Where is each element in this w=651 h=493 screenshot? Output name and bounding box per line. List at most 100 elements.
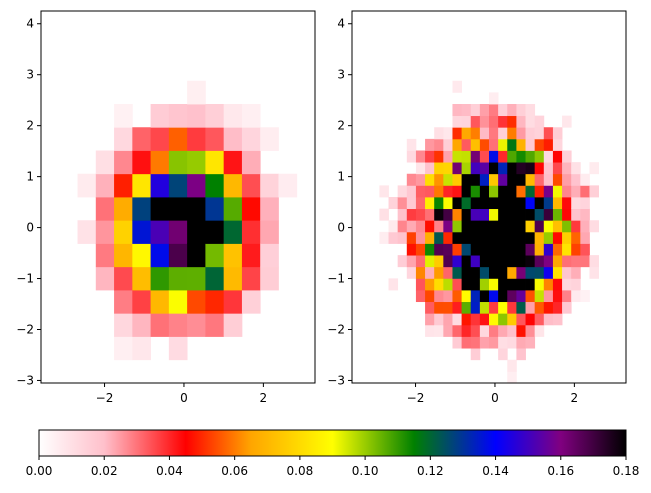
heatmap-cell	[241, 266, 261, 291]
heatmap-cell	[525, 150, 536, 163]
x-tick-label: −2	[407, 391, 425, 405]
heatmap-cell	[241, 243, 261, 268]
heatmap-cell	[552, 231, 563, 244]
heatmap-cell	[205, 220, 225, 244]
heatmap-cell	[589, 162, 599, 175]
heatmap-cell	[132, 290, 151, 314]
heatmap-cell	[507, 162, 517, 175]
heatmap-cell	[470, 208, 481, 221]
heatmap-cell	[187, 80, 206, 105]
y-tick-label: −2	[16, 322, 34, 336]
heatmap-cell	[543, 185, 554, 198]
heatmap-cell	[507, 231, 517, 244]
heatmap-cell	[543, 301, 554, 314]
heatmap-cell	[516, 208, 526, 221]
heatmap-cell	[516, 220, 526, 233]
heatmap-cell	[498, 150, 508, 163]
heatmap-cell	[425, 255, 435, 268]
heatmap-cell	[525, 197, 536, 210]
heatmap-cell	[489, 290, 499, 303]
heatmap-cell	[425, 173, 435, 186]
heatmap-cell	[525, 231, 536, 244]
heatmap-cell	[543, 162, 554, 175]
heatmap-cell	[507, 138, 517, 151]
heatmap-cell	[150, 243, 170, 268]
heatmap-cell	[470, 301, 481, 314]
heatmap-cell	[489, 197, 499, 210]
heatmap-cell	[415, 220, 426, 233]
heatmap-cell	[552, 173, 563, 186]
heatmap-cell	[516, 266, 526, 279]
heatmap-cell	[507, 150, 517, 163]
x-tick-label: −2	[96, 391, 114, 405]
heatmap-cell	[470, 115, 481, 128]
heatmap-cell	[571, 162, 581, 175]
heatmap-cell	[562, 220, 572, 233]
heatmap-cell	[543, 243, 554, 256]
axes-frame	[40, 10, 316, 384]
heatmap-cell	[452, 127, 462, 140]
heatmap-cell	[425, 138, 435, 151]
heatmap-cell	[552, 290, 563, 303]
heatmap-cell	[479, 220, 490, 233]
heatmap-cell	[434, 138, 444, 151]
heatmap-cell	[479, 266, 490, 279]
heatmap-cell	[479, 255, 490, 268]
heatmap-cell	[580, 185, 590, 198]
heatmap-cell	[534, 324, 545, 337]
heatmap-cell	[562, 173, 572, 186]
y-tick-label: −2	[327, 322, 345, 336]
heatmap-cell	[461, 173, 472, 186]
y-tick-label: 1	[337, 170, 345, 184]
heatmap-cell	[434, 197, 444, 210]
heatmap-cell	[425, 313, 435, 326]
heatmap-cell	[489, 150, 499, 163]
heatmap-cell	[562, 266, 572, 279]
heatmap-cell	[443, 231, 453, 244]
heatmap-cell	[415, 266, 426, 279]
heatmap-cell	[525, 127, 536, 140]
heatmap-cell	[205, 266, 225, 291]
heatmap-cell	[415, 231, 426, 244]
heatmap-cell	[498, 173, 508, 186]
heatmap-cell	[571, 185, 581, 198]
heatmap-cell	[507, 220, 517, 233]
heatmap-cell	[443, 127, 453, 140]
heatmap-cell	[516, 324, 526, 337]
heatmap-cell	[479, 324, 490, 337]
heatmap-cell	[415, 197, 426, 210]
heatmap-cell	[498, 313, 508, 326]
heatmap-cell	[470, 290, 481, 303]
heatmap-cell	[415, 162, 426, 175]
heatmap-cell	[132, 336, 151, 361]
heatmap-cell	[498, 243, 508, 256]
heatmap-cell	[379, 185, 389, 198]
y-tick-label: 4	[337, 17, 345, 31]
heatmap-cell	[452, 336, 462, 349]
heatmap-cell	[507, 104, 517, 117]
heatmap-cell	[470, 150, 481, 163]
heatmap-cell	[552, 138, 563, 151]
heatmap-cell	[406, 208, 417, 221]
heatmap-cell	[498, 197, 508, 210]
y-tick-label: 2	[337, 119, 345, 133]
heatmap-cell	[388, 197, 399, 210]
heatmap-cell	[150, 313, 170, 337]
heatmap-cell	[187, 197, 206, 221]
heatmap-cell	[525, 301, 536, 314]
heatmap-cell	[114, 313, 133, 337]
heatmap-cell	[443, 266, 453, 279]
heatmap-cell	[543, 255, 554, 268]
heatmap-cell	[580, 255, 590, 268]
heatmap-cell	[479, 104, 490, 117]
heatmap-cell	[168, 243, 188, 268]
y-tick-label: 0	[26, 221, 34, 235]
colorbar-tick-label: 0.12	[417, 464, 444, 478]
heatmap-cell	[525, 173, 536, 186]
heatmap-cell	[507, 243, 517, 256]
heatmap-cell	[452, 104, 462, 117]
heatmap-cell	[132, 173, 151, 198]
heatmap-cell	[489, 231, 499, 244]
heatmap-cell	[434, 290, 444, 303]
heatmap-cell	[489, 313, 499, 326]
